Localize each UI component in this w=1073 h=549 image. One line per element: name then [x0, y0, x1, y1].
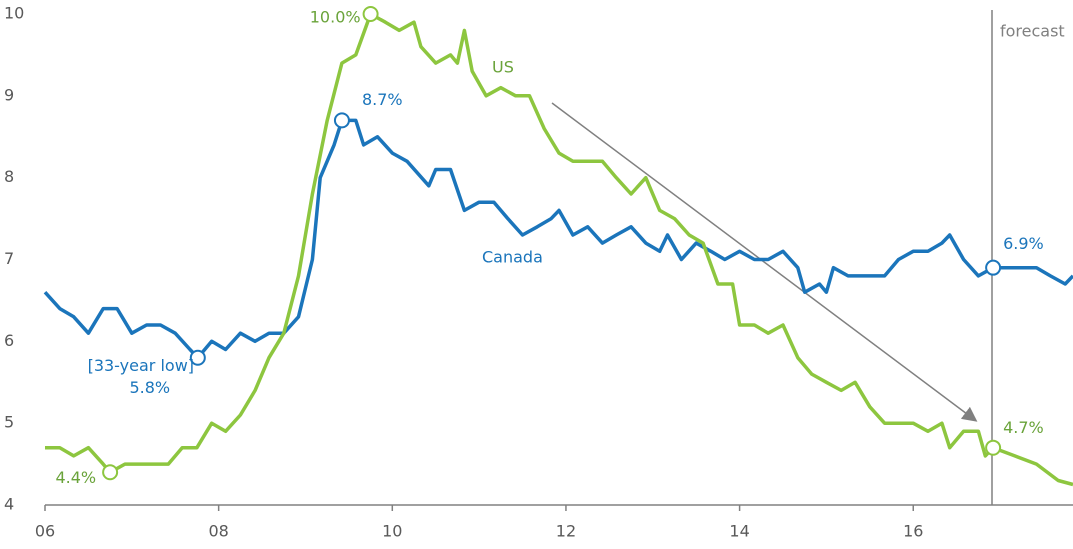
x-tick-label: 08 — [208, 522, 228, 541]
y-tick-label: 5 — [4, 413, 14, 432]
value-label: 8.7% — [362, 90, 403, 109]
point-marker — [189, 349, 206, 366]
value-label: 4.4% — [55, 468, 96, 487]
x-tick-label: 06 — [35, 522, 55, 541]
y-tick-label: 8 — [4, 167, 14, 186]
annotation: [33-year low] — [88, 356, 194, 375]
trend-arrow — [551, 102, 978, 422]
x-tick-label: 10 — [382, 522, 402, 541]
y-tick-label: 6 — [4, 331, 14, 350]
point-marker — [333, 112, 350, 129]
forecast-label: forecast — [1000, 22, 1065, 41]
value-label: 5.8% — [129, 378, 170, 397]
x-tick-label: 12 — [556, 522, 576, 541]
y-tick-label: 7 — [4, 249, 14, 268]
point-marker — [362, 6, 379, 22]
series-name: US — [492, 58, 514, 77]
point-marker — [985, 439, 1002, 456]
series-line — [43, 118, 1073, 360]
series-line — [45, 12, 1073, 487]
value-label: 6.9% — [1003, 234, 1044, 253]
point-marker — [985, 259, 1002, 276]
value-label: 4.7% — [1003, 418, 1044, 437]
y-tick-label: 4 — [4, 495, 14, 514]
x-tick-label: 14 — [729, 522, 749, 541]
point-marker — [102, 464, 119, 481]
value-label: 10.0% — [310, 8, 361, 27]
y-tick-label: 9 — [4, 85, 14, 104]
series-name: Canada — [482, 248, 543, 267]
y-tick-label: 10 — [4, 4, 24, 23]
x-tick-label: 16 — [903, 522, 923, 541]
